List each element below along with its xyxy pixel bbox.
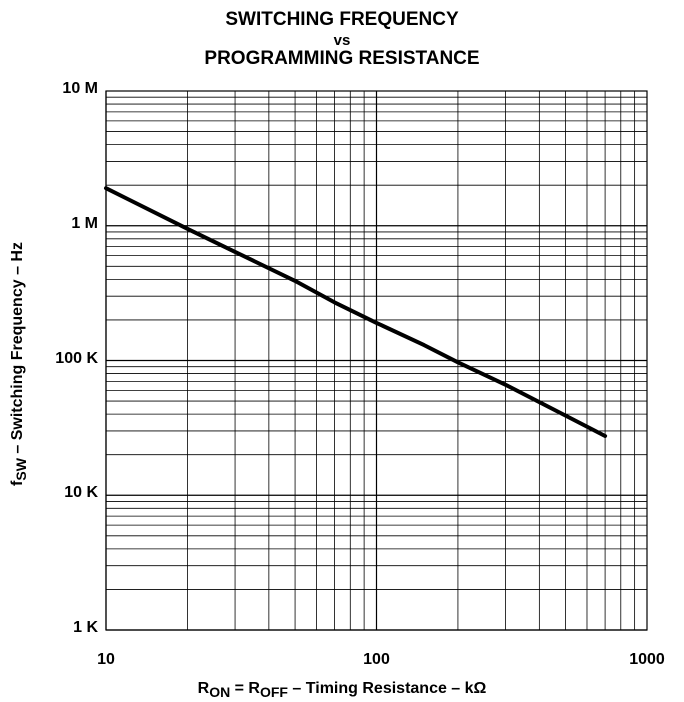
y-axis-label-text: – Switching Frequency – Hz [9, 242, 26, 459]
y-tick-label: 10 K [64, 484, 98, 502]
chart-title-line3: PROGRAMMING RESISTANCE [204, 48, 480, 69]
y-tick-label: 10 M [62, 80, 98, 97]
x-axis-label-r-off: = R [230, 680, 260, 697]
y-tick-label: 1 M [71, 214, 98, 232]
x-axis-label: RON = ROFF – Timing Resistance – kΩ [0, 680, 684, 700]
y-tick-label: 100 K [55, 349, 98, 367]
x-tick-label: 100 [363, 651, 390, 668]
y-axis-label-f: f [9, 480, 26, 486]
y-axis-label: fSW – Switching Frequency – Hz [9, 242, 29, 486]
chart-title-line1: SWITCHING FREQUENCY [225, 9, 459, 30]
x-tick-label: 10 [97, 651, 115, 668]
y-axis-label-sub-sw: SW [13, 458, 29, 481]
x-axis-label-r-on: R [197, 680, 210, 697]
y-tick-label: 1 K [73, 619, 98, 636]
x-tick-label: 1000 [629, 651, 665, 668]
x-axis-label-sub-on: ON [209, 684, 231, 700]
series-line [104, 186, 608, 438]
x-axis-label-sub-off: OFF [259, 684, 288, 700]
plot-frame [105, 90, 648, 631]
chart-title-line2: vs [333, 32, 351, 49]
x-axis-label-text: – Timing Resistance – kΩ [287, 680, 487, 697]
